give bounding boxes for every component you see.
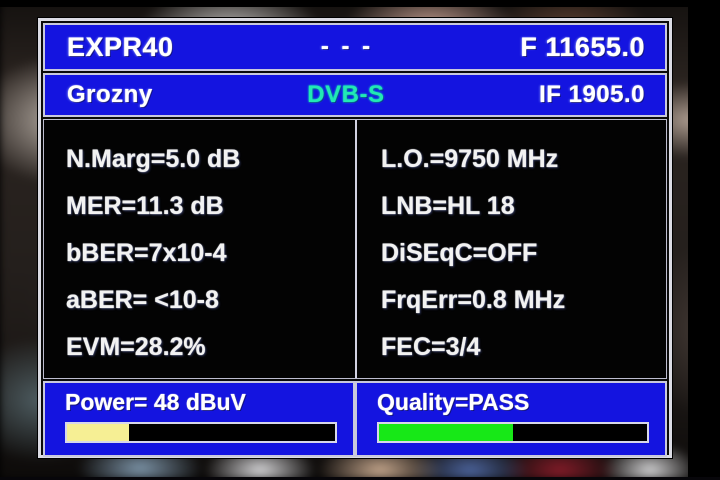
measurement-bber: bBER=7x10-4 xyxy=(66,239,227,267)
standard-label: DVB-S xyxy=(307,81,385,108)
quality-meter: Quality=PASS xyxy=(355,381,667,457)
frequency-value: F 11655.0 xyxy=(520,31,645,62)
channel-name: Grozny xyxy=(67,81,153,108)
power-bar-fill xyxy=(67,424,129,441)
letterbox-band-top xyxy=(0,0,720,7)
measurements-panel: N.Marg=5.0 dB MER=11.3 dB bBER=7x10-4 aB… xyxy=(43,119,667,379)
setting-lnb: LNB=HL 18 xyxy=(381,192,515,220)
power-label: Power= 48 dBuV xyxy=(65,389,246,415)
measurement-frq-err: FrqErr=0.8 MHz xyxy=(381,286,566,314)
measurement-n-marg: N.Marg=5.0 dB xyxy=(66,145,241,173)
setting-lo: L.O.=9750 MHz xyxy=(381,145,559,173)
measurement-aber: aBER= <10-8 xyxy=(66,286,219,314)
measurements-column-right: L.O.=9750 MHz LNB=HL 18 DiSEqC=OFF FrqEr… xyxy=(355,120,666,378)
measurements-column-left: N.Marg=5.0 dB MER=11.3 dB bBER=7x10-4 aB… xyxy=(44,120,355,378)
power-bar-track xyxy=(65,422,337,443)
letterbox-band-right xyxy=(688,0,720,480)
satellite-name: EXPR40 xyxy=(67,31,174,62)
quality-bar-fill xyxy=(379,424,513,441)
header-row: EXPR40 - - - F 11655.0 xyxy=(43,23,667,71)
header-dashes: - - - xyxy=(320,33,374,60)
meters-row: Power= 48 dBuV Quality=PASS xyxy=(43,381,667,457)
if-frequency-value: IF 1905.0 xyxy=(539,81,645,108)
measurement-evm: EVM=28.2% xyxy=(66,333,206,361)
quality-bar-track xyxy=(377,422,649,443)
setting-fec: FEC=3/4 xyxy=(381,333,481,361)
letterbox-band-bottom xyxy=(0,477,720,480)
measurement-mer: MER=11.3 dB xyxy=(66,192,224,220)
subheader-row: Grozny DVB-S IF 1905.0 xyxy=(43,73,667,117)
power-meter: Power= 48 dBuV xyxy=(43,381,355,457)
quality-label: Quality=PASS xyxy=(377,389,530,415)
osd-overlay: EXPR40 - - - F 11655.0 Grozny DVB-S IF 1… xyxy=(38,18,672,458)
setting-diseqc: DiSEqC=OFF xyxy=(381,239,538,267)
